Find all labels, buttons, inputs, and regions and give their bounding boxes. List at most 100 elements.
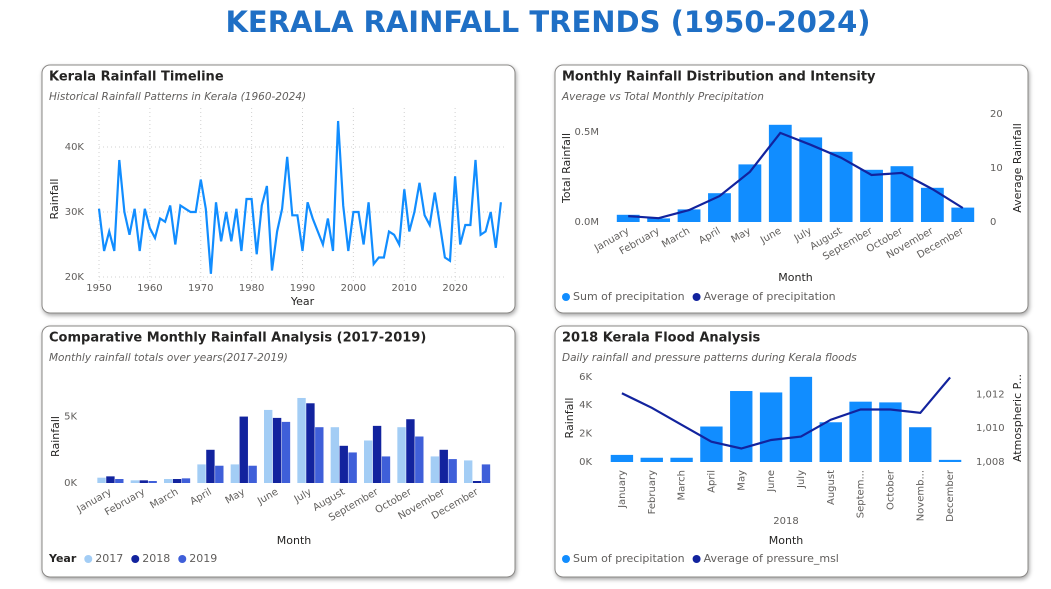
bar (938, 459, 962, 462)
bar (610, 454, 634, 462)
y2-tick-label: 0 (990, 217, 996, 228)
x-tick-label: 2010 (392, 283, 417, 294)
y-tick-label: 20K (65, 272, 85, 283)
legend-label: Average of pressure_msl (704, 552, 839, 565)
bar (148, 481, 157, 483)
y-tick-label: 0.0M (574, 217, 599, 228)
bar (849, 401, 872, 462)
legend-label: 2019 (189, 552, 217, 565)
bar (829, 151, 853, 222)
bar (172, 479, 182, 483)
line (628, 131, 964, 220)
bar (464, 460, 473, 483)
x-tick-label: 1990 (290, 283, 315, 294)
bar (239, 416, 248, 483)
chart-subtitle: Daily rainfall and pressure patterns dur… (562, 352, 857, 364)
x-tick-label: June (766, 470, 777, 493)
y-tick-label: 40K (65, 142, 85, 153)
x-group-label: 2018 (773, 516, 798, 527)
x-tick-label: Septem... (856, 470, 867, 518)
x-tick-label: July (796, 470, 807, 489)
x-tick-label: March (677, 470, 688, 500)
bar (197, 464, 206, 483)
bar (348, 452, 357, 483)
bar (381, 456, 391, 483)
legend-marker (562, 555, 570, 563)
x-tick-label: 1960 (137, 283, 162, 294)
bar (281, 421, 291, 483)
x-tick-label: Novemb... (915, 470, 926, 521)
legend-marker (692, 555, 701, 563)
bar (372, 425, 382, 483)
y-axis-title: Total Rainfall (560, 133, 573, 204)
x-tick-label: 1980 (239, 283, 264, 294)
chart-title: 2018 Kerala Flood Analysis (562, 331, 761, 346)
bar (879, 402, 902, 462)
chart-title: Kerala Rainfall Timeline (49, 70, 224, 85)
y-tick-label: 0K (64, 478, 77, 489)
bar (909, 427, 932, 462)
panel (41, 64, 516, 314)
legend-title: Year (48, 552, 77, 565)
y2-tick-label: 1,010 (976, 423, 1005, 434)
bar (647, 218, 671, 222)
bar (819, 422, 842, 462)
y2-tick-label: 1,012 (976, 389, 1005, 400)
bar (415, 436, 424, 483)
x-tick-label: 2020 (442, 283, 467, 294)
bar (181, 478, 191, 483)
x-axis-title: Month (778, 271, 813, 284)
bar (730, 391, 753, 462)
line (97, 120, 502, 274)
x-axis-title: Month (769, 534, 804, 547)
bar (439, 449, 448, 483)
bar (397, 427, 406, 483)
bar (670, 457, 693, 462)
legend-label: Sum of precipitation (573, 552, 685, 565)
bar (330, 427, 340, 483)
bar (481, 464, 491, 483)
y-axis-title: Rainfall (49, 416, 62, 457)
y-tick-label: 6K (579, 372, 592, 383)
y-tick-label: 30K (65, 207, 85, 218)
bar (164, 479, 173, 483)
legend-label: Average of precipitation (704, 290, 836, 303)
x-tick-label: 1970 (188, 283, 213, 294)
bar (139, 480, 148, 483)
bar (130, 480, 140, 483)
y-tick-label: 0.5M (574, 127, 599, 138)
bar (339, 445, 348, 483)
bar (738, 164, 762, 222)
chart-subtitle: Average vs Total Monthly Precipitation (561, 91, 764, 103)
bar (272, 417, 282, 483)
bar (768, 124, 792, 222)
bar (920, 187, 944, 222)
bar (264, 409, 273, 483)
legend-label: Sum of precipitation (573, 290, 685, 303)
x-tick-label: 2000 (341, 283, 366, 294)
bar (248, 465, 257, 483)
y-axis-title: Rainfall (563, 398, 576, 439)
chart-subtitle: Historical Rainfall Patterns in Kerala (… (49, 91, 306, 103)
y-axis-title: Rainfall (48, 179, 61, 220)
x-tick-label: 1950 (86, 283, 111, 294)
y-tick-label: 4K (579, 400, 592, 411)
x-tick-label: December (945, 469, 956, 522)
x-tick-label: May (736, 470, 747, 491)
dashboard-title: KERALA RAINFALL TRENDS (1950-2024) (225, 5, 870, 39)
bar (406, 419, 415, 483)
bar (206, 449, 215, 483)
bar (106, 476, 115, 483)
bar (472, 481, 482, 483)
x-axis-title: Year (290, 295, 315, 308)
legend-marker (562, 293, 570, 301)
x-axis-title: Month (277, 534, 312, 547)
y2-tick-label: 20 (990, 109, 1003, 120)
x-tick-label: January (617, 470, 628, 509)
legend-label: 2017 (95, 552, 123, 565)
x-tick-label: February (647, 470, 658, 514)
x-tick-label: April (706, 470, 717, 493)
x-tick-label: October (885, 469, 896, 510)
